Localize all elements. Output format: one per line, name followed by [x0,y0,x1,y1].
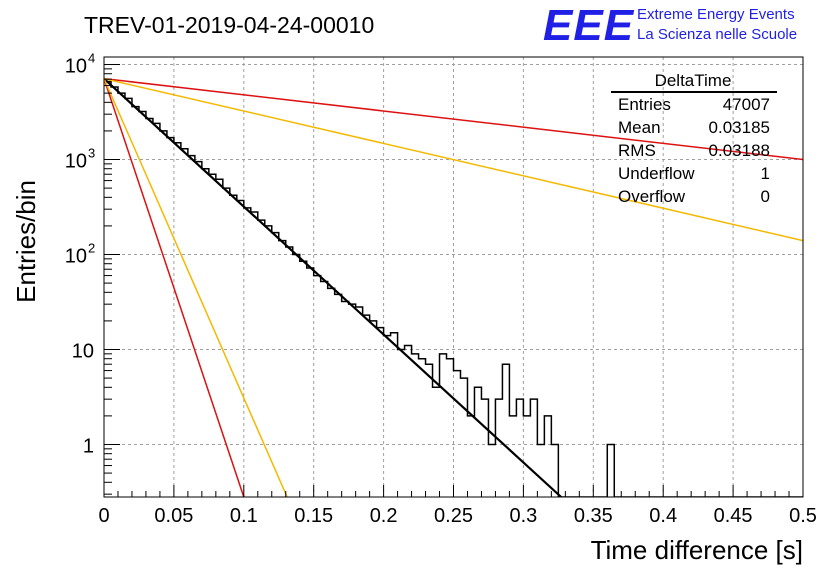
fit-line-2 [104,77,803,161]
y-tick-label: 1 [83,435,94,457]
stats-value-entries: 47007 [723,95,770,114]
stats-value-mean: 0.03185 [709,118,770,137]
y-tick-exponent: 2 [88,241,95,256]
axes [103,56,804,498]
logo-mark: EEE [543,1,635,50]
x-tick-label: 0.45 [714,505,753,527]
stats-label-entries: Entries [618,95,671,114]
y-tick-label: 10 [72,340,94,362]
x-axis-label: Time difference [s] [591,535,803,565]
y-tick-label: 10 [65,56,87,78]
stats-label-underflow: Underflow [618,164,695,183]
y-tick-exponent: 4 [88,51,95,66]
stats-label-mean: Mean [618,118,661,137]
stats-value-overflow: 0 [761,187,770,206]
stats-box: DeltaTime Entries 47007 Mean 0.03185 RMS… [611,71,777,206]
x-tick-label: 0.4 [649,505,677,527]
x-tick-label: 0.05 [154,505,193,527]
x-tick-label: 0.5 [789,505,817,527]
fit-line-3 [104,78,245,497]
x-tick-label: 0.35 [574,505,613,527]
stats-value-rms: 0.03188 [709,141,770,160]
x-tick-labels: 0 0.05 0.1 0.15 0.2 0.25 0.3 0.35 0.4 0.45 0.5 [98,505,816,527]
fit-line-1 [104,77,562,497]
y-axis-label: Entries/bin [11,180,41,303]
fit-lines [104,77,803,497]
stats-title: DeltaTime [655,71,732,90]
fit-line-5 [104,78,288,497]
logo-line-1: Extreme Energy Events [637,6,795,23]
x-tick-label: 0.1 [230,505,258,527]
x-tick-label: 0 [98,505,109,527]
y-tick-exponent: 3 [88,146,95,161]
eee-logo: EEE Extreme Energy Events La Scienza nel… [543,1,797,50]
fit-line-4 [104,77,803,242]
y-tick-label: 10 [65,246,87,268]
x-tick-label: 0.25 [434,505,473,527]
y-tick-label: 10 [65,151,87,173]
stats-value-underflow: 1 [761,164,770,183]
logo-line-2: La Scienza nelle Scuole [637,26,797,43]
stats-label-overflow: Overflow [618,187,686,206]
x-tick-label: 0.15 [294,505,333,527]
stats-label-rms: RMS [618,141,656,160]
x-tick-label: 0.3 [509,505,537,527]
chart-title: TREV-01-2019-04-24-00010 [84,12,374,38]
x-tick-label: 0.2 [370,505,398,527]
